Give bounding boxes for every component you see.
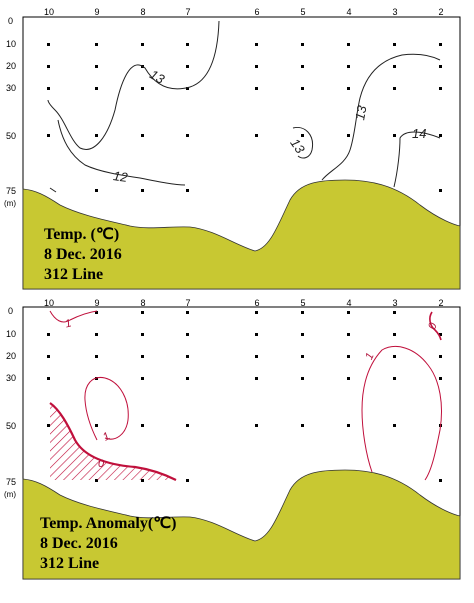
bottom-title-line1: Temp. Anomaly(℃) [40,515,177,532]
top-station-label: 10 [44,7,54,17]
bottom-title-line3: 312 Line [40,555,99,572]
top-station-label: 7 [185,7,190,17]
top-station-label: 2 [438,7,443,17]
top-panel: 10 9 8 7 6 5 4 3 2 0 10 20 30 50 75 (m) [4,7,461,290]
top-station-label: 3 [392,7,397,17]
top-panel-title: Temp. (℃) 8 Dec. 2016 312 Line [44,226,122,283]
contour-12 [57,119,186,186]
anomaly-contour-0-small [429,311,442,341]
top-contours [47,20,441,193]
bottom-station-axis: 10 9 8 7 6 5 4 3 2 [44,298,444,308]
top-contour-label: 14 [412,126,426,141]
bottom-depth-label: 0 [8,306,13,316]
anomaly-contour-1-mid [84,376,129,441]
bottom-contour-label: 0 [426,321,440,332]
top-station-label: 4 [346,7,351,17]
bottom-depth-label: 75 [6,477,16,487]
bottom-station-label: 7 [185,298,190,308]
bottom-station-label: 4 [346,298,351,308]
top-depth-label: 30 [6,83,16,93]
bottom-station-label: 2 [438,298,443,308]
top-depth-unit: (m) [4,199,16,208]
top-depth-label: 10 [6,39,16,49]
contour-14 [393,131,441,188]
bottom-station-label: 9 [94,298,99,308]
bottom-title-line2: 8 Dec. 2016 [40,535,118,552]
top-title-line3: 312 Line [44,266,103,283]
top-station-label: 9 [94,7,99,17]
bottom-depth-label: 10 [6,329,16,339]
bottom-station-label: 5 [300,298,305,308]
contour-13-upper [47,20,220,150]
anomaly-contour-0 [49,402,177,481]
bottom-depth-unit: (m) [4,490,16,499]
bottom-depth-label: 30 [6,373,16,383]
top-station-label: 6 [254,7,259,17]
anomaly-contour-1-right [361,346,442,481]
contour-13-right [321,53,441,181]
top-station-label: 8 [140,7,145,17]
top-contour-label: 13 [352,104,369,122]
top-depth-label: 75 [6,186,16,196]
top-contour-label: 12 [112,168,129,185]
bottom-station-label: 6 [254,298,259,308]
bottom-station-label: 8 [140,298,145,308]
top-title-line1: Temp. (℃) [44,226,119,243]
bottom-contours [49,310,442,481]
contour-13-small [292,126,314,159]
bottom-panel-title: Temp. Anomaly(℃) 8 Dec. 2016 312 Line [40,515,177,572]
anomaly-contour-1-topleft [49,310,98,323]
top-depth-axis: 0 10 20 30 50 75 (m) [4,16,16,208]
top-depth-label: 0 [8,16,13,26]
bottom-depth-label: 20 [6,351,16,361]
top-seabed [22,179,461,290]
top-title-line2: 8 Dec. 2016 [44,246,122,263]
bottom-station-label: 10 [44,298,54,308]
bottom-sample-points [47,311,442,482]
top-sample-points [47,43,442,192]
bottom-contour-label: 1 [101,430,112,443]
bottom-contour-label: 1 [363,351,376,362]
contour-tick [49,187,57,193]
top-depth-label: 20 [6,61,16,71]
top-station-label: 5 [300,7,305,17]
top-depth-label: 50 [6,131,16,141]
bottom-depth-axis: 0 10 20 30 50 75 (m) [4,306,16,499]
bottom-depth-label: 50 [6,421,16,431]
bottom-seabed [22,469,461,580]
bottom-panel: 10 9 8 7 6 5 4 3 2 0 10 20 30 50 75 (m) [4,298,461,580]
bottom-station-label: 3 [392,298,397,308]
top-station-axis: 10 9 8 7 6 5 4 3 2 [44,7,444,17]
bottom-contour-label: 1 [64,317,73,330]
negative-anomaly-area [50,403,176,480]
bottom-contour-label: 0 [98,458,105,470]
